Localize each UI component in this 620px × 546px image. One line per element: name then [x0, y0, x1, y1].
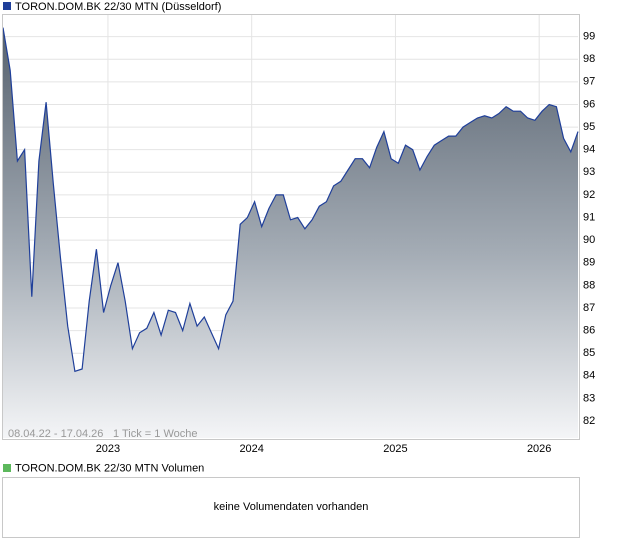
price-line — [2, 27, 579, 373]
y-tick-label: 96 — [583, 98, 595, 110]
plot-frame — [2, 14, 580, 440]
y-tick-label: 95 — [583, 121, 595, 133]
x-tick-label: 2026 — [527, 443, 551, 455]
y-tick-label: 90 — [583, 234, 595, 246]
area-fill — [3, 27, 578, 438]
x-tick-label: 2025 — [383, 443, 407, 455]
y-tick-label: 94 — [583, 144, 595, 156]
plot-area — [2, 14, 579, 438]
volume-legend-swatch — [3, 464, 11, 472]
y-tick-label: 87 — [583, 302, 595, 314]
tick-info: 1 Tick = 1 Woche — [113, 428, 197, 440]
y-tick-label: 88 — [583, 279, 595, 291]
date-range: 08.04.22 - 17.04.26 — [8, 428, 103, 440]
y-tick-label: 99 — [583, 31, 595, 43]
x-tick-label: 2024 — [239, 443, 263, 455]
volume-legend-label: TORON.DOM.BK 22/30 MTN Volumen — [15, 462, 204, 474]
legend-swatch — [3, 2, 11, 10]
legend-label: TORON.DOM.BK 22/30 MTN (Düsseldorf) — [15, 1, 221, 13]
y-tick-label: 98 — [583, 53, 595, 65]
y-tick-label: 93 — [583, 166, 595, 178]
y-tick-label: 91 — [583, 211, 595, 223]
y-tick-label: 86 — [583, 324, 595, 336]
volume-frame — [2, 477, 580, 538]
y-tick-label: 84 — [583, 370, 595, 382]
y-tick-label: 83 — [583, 392, 595, 404]
y-tick-label: 85 — [583, 347, 595, 359]
x-tick-label: 2023 — [96, 443, 120, 455]
y-tick-label: 82 — [583, 415, 595, 427]
y-tick-label: 92 — [583, 189, 595, 201]
y-tick-label: 89 — [583, 257, 595, 269]
volume-message: keine Volumendaten vorhanden — [214, 501, 369, 513]
y-tick-label: 97 — [583, 76, 595, 88]
